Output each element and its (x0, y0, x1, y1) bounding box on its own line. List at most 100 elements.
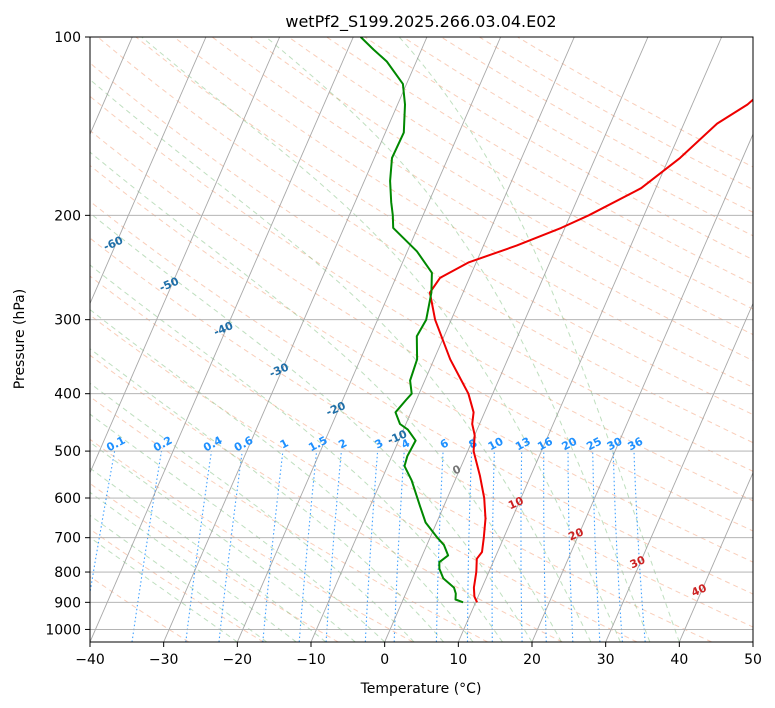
warm-isotherm-label: 10 (506, 494, 526, 512)
mixing-ratio-line (131, 451, 163, 642)
isotherm-label: -40 (212, 319, 236, 339)
mixing-ratio-label: 25 (584, 435, 604, 454)
mixing-ratio-label: 1 (278, 436, 291, 451)
mixing-ratio-label: 6 (438, 436, 451, 451)
dry-adiabat (90, 95, 753, 502)
x-tick-label: 10 (449, 652, 467, 668)
isotherm-label: -60 (102, 234, 126, 254)
isotherm-label: -50 (157, 274, 181, 294)
chart-title: wetPf2_S199.2025.266.03.04.E02 (285, 12, 556, 32)
moist-adiabat (90, 309, 474, 642)
mixing-ratio-line (435, 451, 444, 642)
mixing-ratio-label: 36 (626, 435, 646, 454)
warm-isotherm-label: 30 (628, 553, 648, 571)
x-tick-label: 30 (597, 652, 615, 668)
x-tick-label: 0 (380, 652, 389, 668)
moist-adiabat (90, 151, 562, 642)
mixing-ratio-line (185, 451, 213, 642)
dry-adiabat (90, 482, 339, 642)
skewed-isotherm (90, 37, 207, 305)
y-tick-label: 100 (54, 30, 81, 46)
moist-adiabat (90, 514, 268, 642)
isotherm-label: -30 (267, 360, 291, 380)
dry-adiabat (90, 237, 753, 628)
skewed-isotherm (752, 640, 753, 642)
y-tick-label: 200 (54, 208, 81, 224)
dry-adiabat (326, 37, 753, 285)
dry-adiabat (90, 314, 638, 642)
y-tick-label: 400 (54, 387, 81, 403)
dry-adiabat (517, 37, 753, 168)
y-tick-label: 800 (54, 565, 81, 581)
y-tick-label: 900 (54, 595, 81, 611)
y-tick-label: 500 (54, 444, 81, 460)
moist-adiabat (141, 37, 621, 642)
skewed-isotherm (605, 302, 753, 642)
dewpoint-line (360, 37, 464, 604)
isotherm-label: -70 (49, 186, 73, 206)
moist-adiabat (90, 264, 503, 642)
x-tick-label: −30 (149, 652, 179, 668)
skewed-isotherm (678, 471, 753, 642)
mixing-ratio-line (262, 451, 284, 642)
warm-isotherm-label: 20 (566, 525, 586, 543)
dry-adiabat (97, 37, 753, 444)
dry-adiabat (402, 37, 753, 237)
mixing-ratio-label: 10 (486, 435, 506, 454)
y-tick-label: 1000 (45, 622, 81, 638)
skewed-isotherm (163, 37, 428, 642)
moist-adiabat (90, 212, 533, 642)
skewed-isotherm (90, 37, 354, 642)
mixing-ratio-line (491, 451, 495, 642)
moist-adiabat (90, 536, 238, 642)
skewed-isotherm (0, 37, 59, 642)
dry-adiabat (90, 575, 190, 642)
dry-adiabat (90, 528, 264, 642)
dry-adiabat (173, 37, 753, 388)
moist-adiabat (90, 467, 327, 642)
dry-adiabat (364, 37, 753, 261)
warm-isotherm-label: 0 (451, 462, 464, 477)
dry-adiabat (288, 37, 753, 310)
mixing-ratio-line (364, 451, 379, 642)
mixing-ratio-label: 20 (560, 435, 580, 454)
x-tick-label: 20 (523, 652, 541, 668)
dry-adiabat (90, 438, 414, 642)
dry-adiabat (211, 37, 753, 362)
skewed-isotherm (457, 37, 723, 642)
dry-adiabat (90, 354, 563, 642)
x-tick-label: −40 (75, 652, 105, 668)
mixing-ratio-label: 16 (535, 435, 555, 454)
x-axis-label: Temperature (°C) (360, 681, 482, 697)
mixing-ratio-label: 30 (605, 435, 625, 454)
x-tick-label: 40 (670, 652, 688, 668)
dry-adiabat (250, 37, 753, 336)
plot-frame (89, 36, 754, 643)
y-tick-label: 600 (54, 491, 81, 507)
moist-adiabat (90, 491, 297, 642)
skewed-isotherm (236, 37, 502, 642)
x-tick-label: 50 (744, 652, 762, 668)
warm-isotherm-label: 40 (689, 581, 709, 599)
moist-adiabat (265, 37, 651, 642)
dry-adiabat (90, 396, 488, 642)
moist-adiabat (90, 78, 592, 642)
temperature-line (428, 98, 753, 603)
mixing-ratio-line (592, 451, 601, 642)
profile-series (360, 37, 753, 604)
isotherm-label: -80 (0, 148, 15, 168)
moist-adiabat (398, 37, 680, 642)
dry-adiabat (90, 275, 712, 642)
moist-adiabat (90, 348, 444, 642)
mixing-ratio-line (218, 451, 243, 642)
y-tick-label: 300 (54, 313, 81, 329)
mixing-ratio-label: 2 (336, 436, 349, 451)
dry-adiabat (479, 37, 753, 191)
skewed-isotherm (384, 37, 649, 642)
line-annotations: -100-90-80-70-60-50-40-30-20-10010203040… (0, 148, 709, 600)
mixing-ratio-line (520, 451, 523, 642)
background-lines (0, 37, 753, 642)
skewed-isotherm (531, 133, 753, 642)
skewed-isotherm (90, 37, 281, 474)
